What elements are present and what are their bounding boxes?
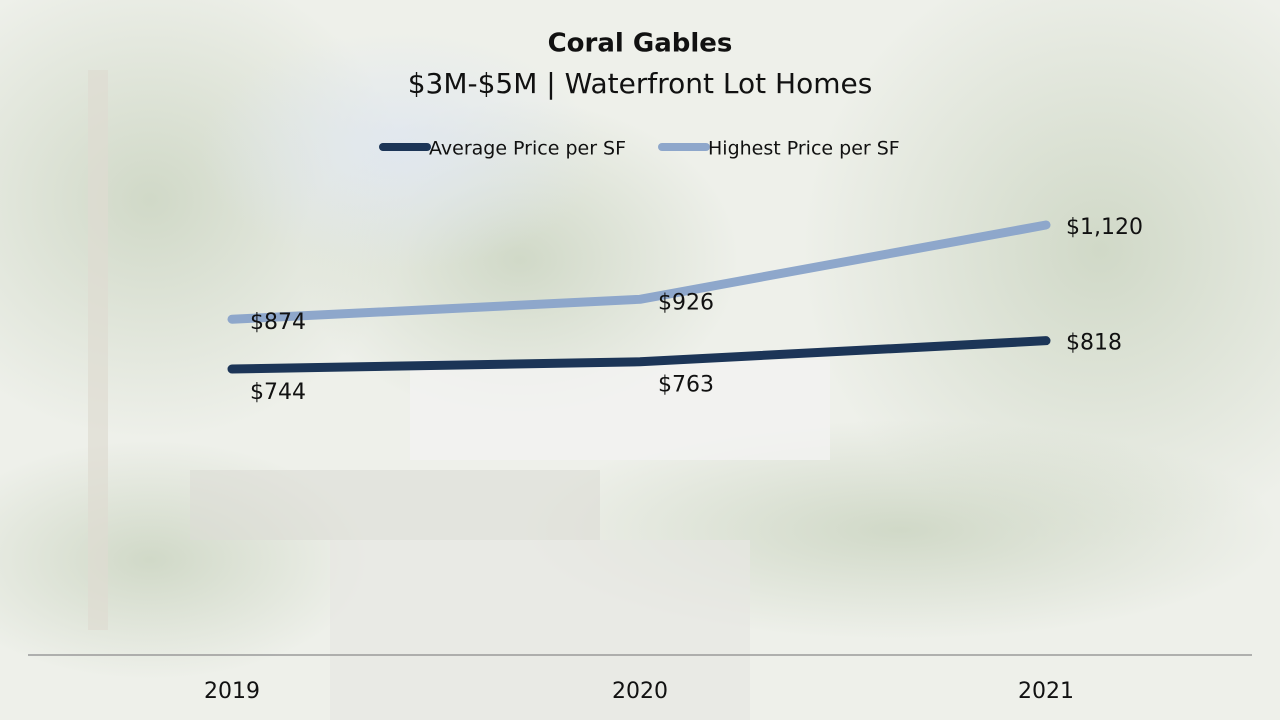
data-label: $874 — [250, 310, 306, 335]
x-tick-label: 2019 — [204, 679, 260, 704]
legend-label: Average Price per SF — [429, 138, 626, 160]
data-label: $818 — [1066, 331, 1122, 356]
x-tick-label: 2020 — [612, 679, 668, 704]
chart-title: Coral Gables — [548, 29, 733, 59]
x-tick-label: 2021 — [1018, 679, 1074, 704]
data-label: $926 — [658, 290, 714, 315]
data-label: $763 — [658, 373, 714, 398]
data-label: $744 — [250, 380, 306, 405]
chart-subtitle: $3M-$5M | Waterfront Lot Homes — [408, 67, 873, 100]
series-line — [227, 336, 1051, 374]
series-line — [227, 220, 1051, 324]
data-label: $1,120 — [1066, 215, 1143, 240]
legend-label: Highest Price per SF — [708, 138, 900, 160]
